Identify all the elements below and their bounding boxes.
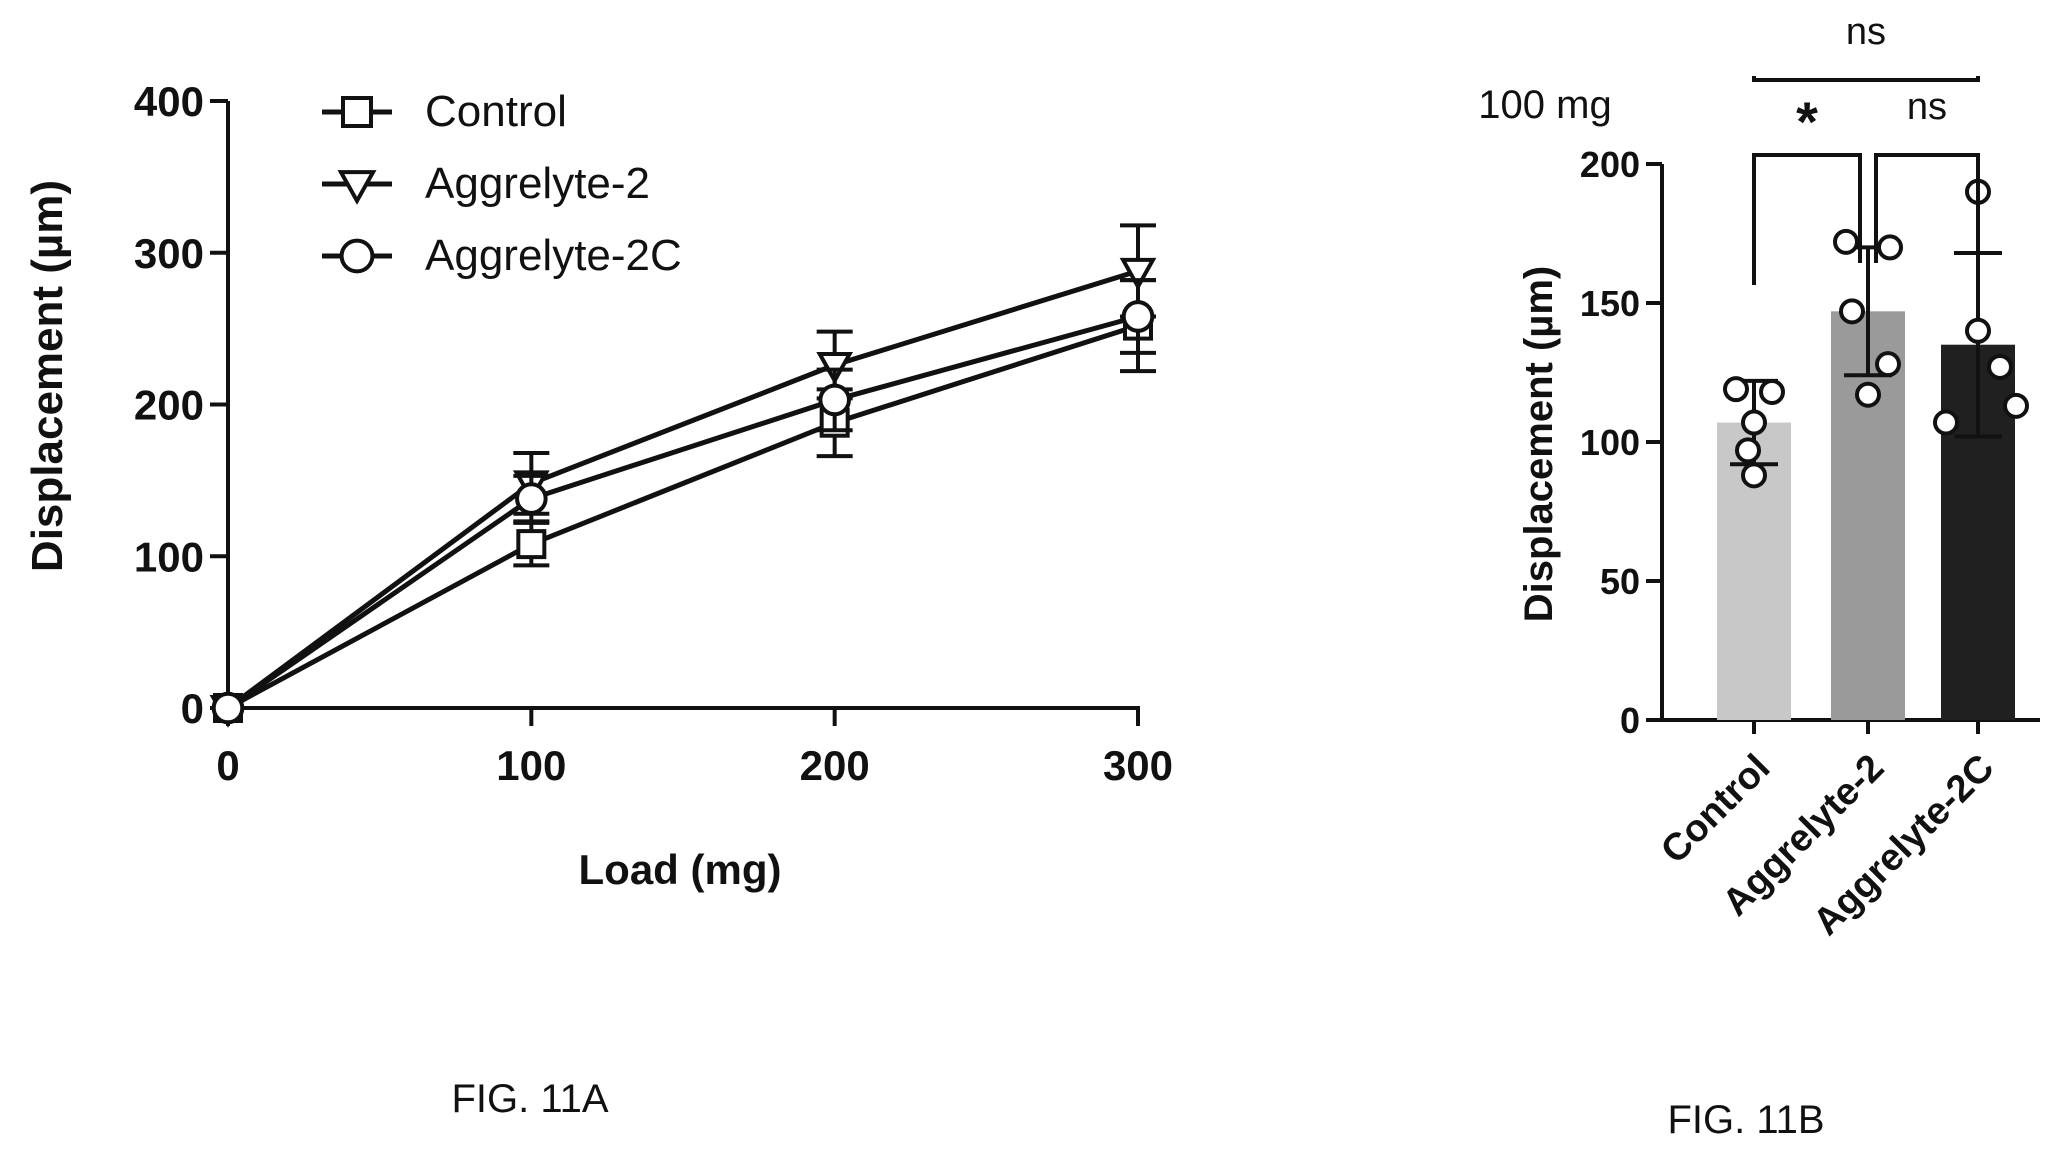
- individual-data-point: [1759, 378, 1785, 405]
- individual-data-point: [1839, 298, 1865, 325]
- bar-chart-y-axis-label: Displacement (µm): [1517, 266, 1561, 622]
- bar-chart-bars: [1717, 178, 2029, 720]
- bracket-line: [1752, 76, 1980, 82]
- legend-marker-swatch: [341, 96, 373, 128]
- individual-data-point: [2003, 392, 2029, 419]
- line-chart-x-tick-label: 200: [800, 742, 870, 789]
- individual-data-point: [1987, 353, 2013, 380]
- legend-entry: Aggrelyte-2C: [322, 231, 682, 280]
- significance-bracket: ns: [1874, 86, 1980, 263]
- line-chart-legend: Control Aggrelyte-2 Aggrelyte-2C: [322, 87, 682, 280]
- individual-data-point: [1855, 381, 1881, 408]
- data-point-marker: [818, 383, 851, 417]
- line-chart-y-tick-label: 400: [134, 78, 204, 125]
- data-point-marker: [515, 482, 548, 515]
- line-series-path: [226, 323, 1139, 711]
- data-point-marker: [516, 529, 547, 560]
- line-chart: 0 100 200 300 400 0 100 200 300 Displacement (µ…: [23, 78, 1173, 1121]
- data-point-marker: [1121, 300, 1155, 333]
- individual-data-point: [1723, 376, 1749, 403]
- line-series-aggrelyte-2: [209, 223, 1157, 728]
- line-chart-x-tick-label: 0: [216, 742, 239, 789]
- individual-data-point: [1965, 317, 1991, 344]
- line-chart-y-axis-label: Displacement (µm): [23, 180, 72, 572]
- legend-label: Control: [425, 87, 567, 136]
- line-chart-y-tick-label: 0: [181, 685, 204, 732]
- line-series-path: [226, 314, 1139, 711]
- significance-bracket: *: [1752, 90, 1862, 285]
- legend-entry: Control: [322, 87, 567, 136]
- data-point-marker: [1119, 257, 1157, 291]
- bar-chart-y-tick-label: 150: [1580, 283, 1640, 324]
- significance-label: ns: [1846, 11, 1886, 53]
- legend-entry: Aggrelyte-2: [322, 159, 650, 208]
- bar-chart-y-tick-label: 200: [1580, 144, 1640, 185]
- line-chart-axes: [226, 101, 1140, 710]
- individual-data-point: [1741, 409, 1767, 436]
- line-series-path: [226, 268, 1139, 711]
- bar-chart-y-ticks: 0 50 100 150 200: [1580, 144, 1662, 741]
- individual-data-point: [1735, 437, 1761, 464]
- line-chart-series-group: [209, 223, 1157, 728]
- bar-group-control: [1717, 376, 1791, 720]
- bar: [1831, 311, 1905, 720]
- data-point-marker: [816, 351, 854, 385]
- significance-label: *: [1796, 90, 1818, 153]
- significance-bracket: ns: [1752, 11, 1980, 82]
- line-series-control: [213, 278, 1156, 723]
- bar-chart-y-tick-label: 0: [1620, 700, 1640, 741]
- individual-data-point: [1875, 351, 1901, 378]
- legend-label: Aggrelyte-2: [425, 159, 650, 208]
- individual-data-point: [1877, 234, 1903, 261]
- bar-chart-y-tick-label: 100: [1580, 422, 1640, 463]
- line-chart-x-tick-label: 100: [496, 742, 566, 789]
- line-chart-y-tick-label: 100: [134, 533, 204, 580]
- line-chart-x-tick-label: 300: [1103, 742, 1173, 789]
- line-chart-x-axis-label: Load (mg): [579, 846, 782, 893]
- figure-caption-11a: FIG. 11A: [451, 1077, 608, 1121]
- bar-group-aggrelyte-2c: [1933, 178, 2029, 720]
- legend-marker-swatch: [339, 238, 375, 274]
- line-chart-y-ticks: 0 100 200 300 400: [134, 78, 228, 732]
- data-point-marker: [211, 691, 245, 725]
- bar-chart-title: 100 mg: [1478, 83, 1611, 127]
- line-chart-x-ticks: 0 100 200 300: [216, 708, 1173, 789]
- legend-marker-swatch: [337, 170, 377, 205]
- bar-chart: 100 mg 0 50 100 150 200 Displacement (µm) Co…: [1478, 11, 2040, 1142]
- bar-group-aggrelyte-2: [1831, 228, 1905, 720]
- legend-label: Aggrelyte-2C: [425, 231, 682, 280]
- bracket-line: [1874, 153, 1980, 263]
- line-chart-y-tick-label: 300: [134, 230, 204, 277]
- figure-caption-11b: FIG. 11B: [1667, 1098, 1824, 1142]
- line-chart-y-tick-label: 200: [134, 382, 204, 429]
- individual-data-point: [1933, 409, 1959, 436]
- line-series-aggrelyte-2c: [211, 278, 1156, 725]
- bracket-line: [1752, 153, 1862, 285]
- bar-chart-y-tick-label: 50: [1600, 561, 1640, 602]
- significance-label: ns: [1907, 86, 1947, 128]
- individual-data-point: [1833, 228, 1859, 255]
- individual-data-point: [1741, 462, 1767, 489]
